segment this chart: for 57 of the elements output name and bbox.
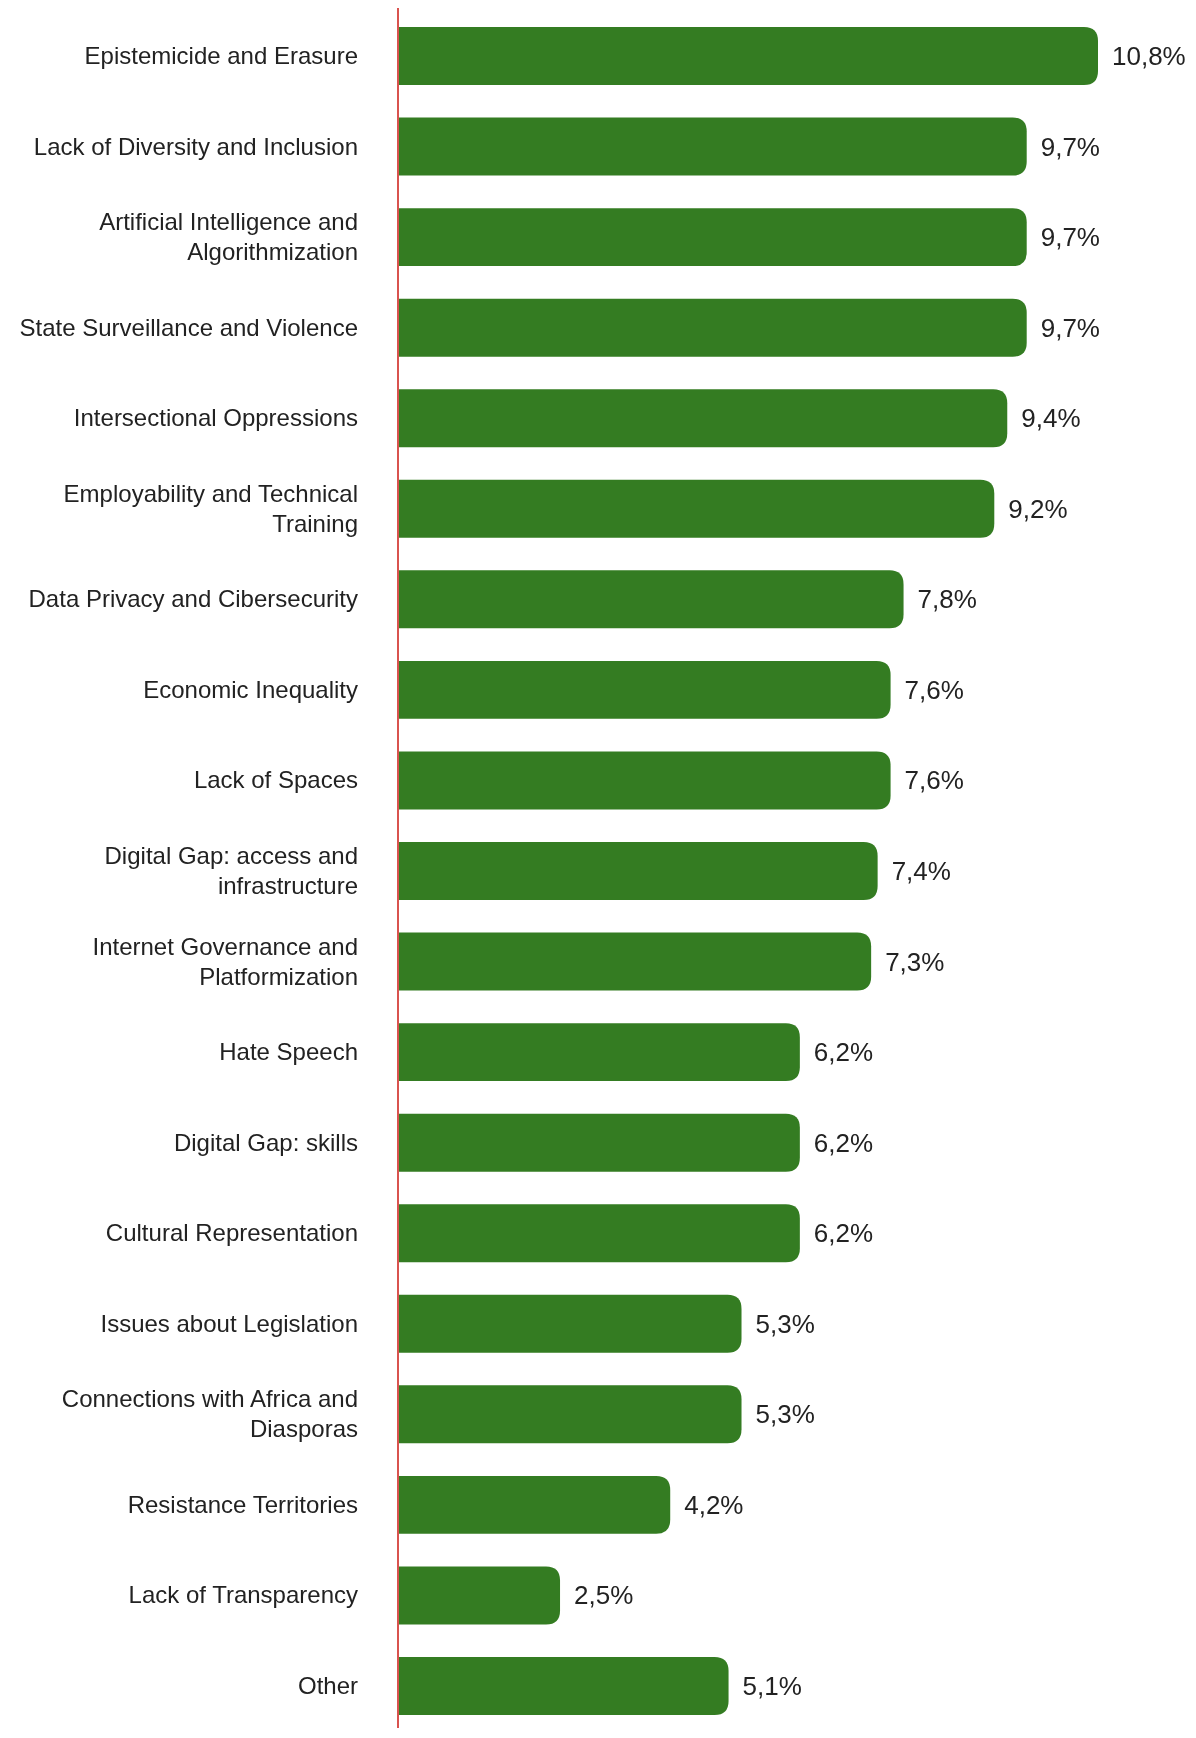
data-label: 2,5% bbox=[574, 1580, 634, 1611]
data-label: 9,2% bbox=[1008, 493, 1068, 524]
bar bbox=[398, 27, 1098, 86]
bar bbox=[398, 751, 891, 810]
y-tick-label: Other bbox=[297, 1671, 358, 1699]
bar bbox=[398, 660, 891, 719]
data-label: 5,3% bbox=[755, 1308, 815, 1339]
bar bbox=[398, 1656, 729, 1715]
y-tick-label: Employability and Technical Training bbox=[63, 479, 358, 537]
y-tick-label: Digital Gap: access and infrastructure bbox=[104, 842, 358, 899]
bar bbox=[398, 1204, 800, 1263]
bar bbox=[398, 1566, 561, 1625]
y-tick-label: Artificial Intelligence and Algorithmization bbox=[99, 208, 358, 266]
y-tick-label: Lack of Diversity and Inclusion bbox=[33, 132, 358, 160]
bar bbox=[398, 298, 1027, 357]
data-label: 9,7% bbox=[1040, 312, 1100, 343]
bar bbox=[398, 1023, 800, 1082]
bar bbox=[398, 117, 1027, 176]
y-tick-label: Resistance Territories bbox=[127, 1490, 358, 1518]
y-tick-label: Economic Inequality bbox=[143, 675, 358, 703]
y-tick-label: Digital Gap: skills bbox=[173, 1128, 358, 1156]
data-label: 7,4% bbox=[891, 856, 951, 886]
y-tick-label: Internet Governance and Platformization bbox=[92, 932, 358, 990]
y-tick-label: Issues about Legislation bbox=[100, 1309, 358, 1337]
data-label: 7,8% bbox=[917, 584, 977, 615]
bar bbox=[398, 389, 1008, 448]
data-label: 5,1% bbox=[742, 1670, 802, 1701]
bar bbox=[398, 842, 878, 900]
bar bbox=[398, 1113, 800, 1172]
y-tick-label: Connections with Africa and Diasporas bbox=[61, 1385, 358, 1443]
y-tick-label: Epistemicide and Erasure bbox=[84, 42, 358, 70]
bar bbox=[398, 479, 995, 538]
data-label: 7,3% bbox=[885, 946, 945, 977]
data-label: 9,7% bbox=[1040, 131, 1100, 162]
data-label: 9,7% bbox=[1040, 222, 1100, 253]
y-tick-label: Hate Speech bbox=[219, 1038, 358, 1066]
data-label: 9,4% bbox=[1021, 403, 1081, 434]
data-label: 6,2% bbox=[813, 1127, 874, 1158]
bar bbox=[398, 570, 904, 629]
y-tick-label: Lack of Transparency bbox=[128, 1581, 358, 1609]
data-label: 5,3% bbox=[755, 1399, 815, 1430]
data-label: 10,8% bbox=[1112, 41, 1186, 72]
bar bbox=[398, 1385, 742, 1444]
y-tick-label: Intersectional Oppressions bbox=[73, 404, 358, 432]
data-label: 7,6% bbox=[904, 674, 964, 705]
bar bbox=[398, 208, 1027, 267]
y-tick-label: Data Privacy and Cibersecurity bbox=[28, 585, 358, 613]
bar bbox=[398, 1475, 671, 1534]
data-label: 6,2% bbox=[813, 1037, 874, 1068]
y-tick-label: Lack of Spaces bbox=[193, 766, 358, 794]
data-label: 4,2% bbox=[684, 1489, 744, 1520]
data-label: 6,2% bbox=[813, 1218, 874, 1249]
y-tick-label: State Surveillance and Violence bbox=[19, 313, 358, 341]
data-label: 7,6% bbox=[904, 765, 964, 796]
bar bbox=[398, 1294, 742, 1353]
y-tick-label: Cultural Representation bbox=[105, 1219, 358, 1247]
bar bbox=[398, 932, 872, 991]
